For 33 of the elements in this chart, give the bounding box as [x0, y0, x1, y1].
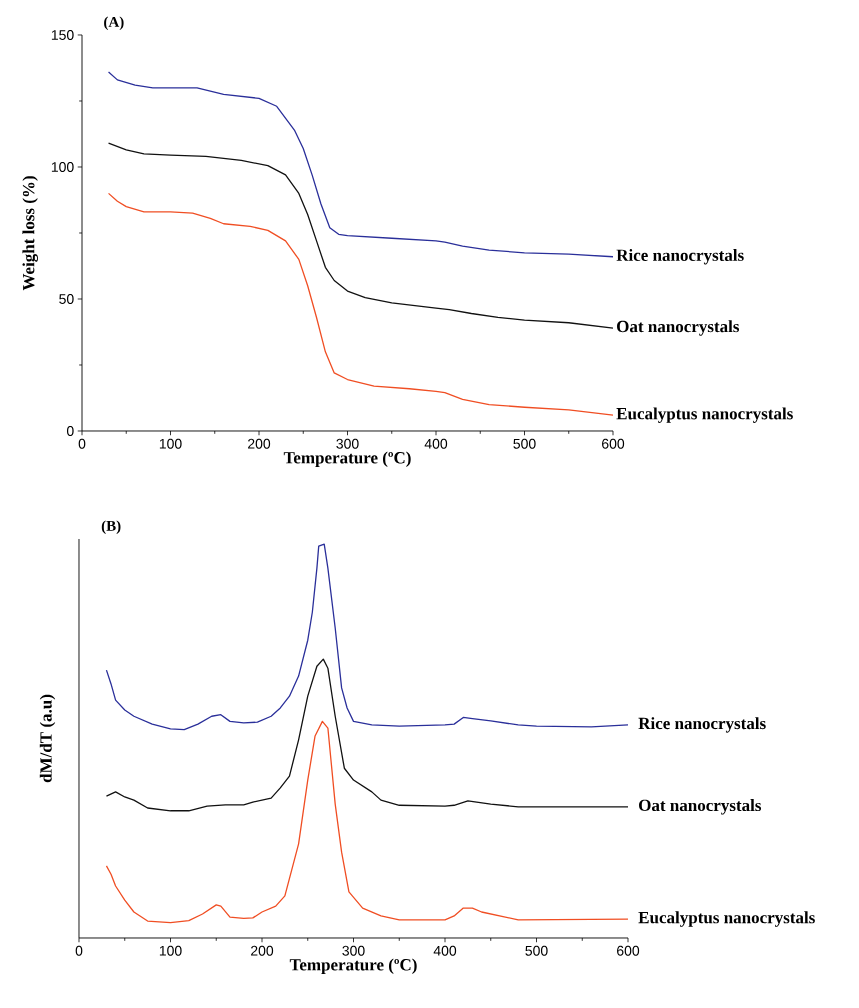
y-tick-label: 150: [51, 30, 74, 40]
x-tick-label: 600: [617, 945, 640, 956]
series-label: Oat nanocrystals: [617, 320, 740, 336]
x-tick-label: 0: [75, 945, 83, 956]
series-label: Eucalyptus nanocrystals: [616, 407, 793, 423]
x-tick-label: 100: [159, 438, 182, 449]
x-tick-label: 600: [602, 438, 625, 449]
x-axis-title: Temperature (ºC): [289, 958, 417, 974]
x-tick-label: 200: [248, 438, 271, 449]
x-tick-label: 300: [342, 945, 365, 956]
x-axis-title: Temperature (ºC): [283, 451, 411, 467]
x-tick-label: 500: [513, 438, 536, 449]
x-tick-label: 0: [78, 438, 86, 449]
series-label: Eucalyptus nanocrystals: [638, 911, 815, 927]
chart-title: (B): [101, 520, 121, 535]
y-tick-label: 100: [51, 162, 74, 172]
x-tick-label: 500: [525, 945, 548, 956]
x-tick-label: 100: [159, 945, 182, 956]
y-tick-label: 0: [66, 426, 74, 436]
y-tick-label: 50: [59, 294, 74, 304]
series-label: Oat nanocrystals: [639, 799, 762, 815]
x-tick-label: 200: [251, 945, 274, 956]
x-tick-label: 400: [433, 945, 457, 956]
line-series: [107, 192, 614, 416]
y-axis-title: Weight loss (%): [22, 176, 38, 291]
chart-title: (A): [104, 16, 124, 31]
x-tick-label: 300: [336, 438, 359, 449]
y-axis-title: dM/dT (a.u): [39, 694, 56, 783]
line-series: [107, 142, 614, 329]
series-label: Rice nanocrystals: [616, 249, 744, 265]
line-series: [107, 71, 614, 258]
x-tick-label: 400: [424, 438, 448, 449]
series-label: Rice nanocrystals: [638, 717, 766, 733]
